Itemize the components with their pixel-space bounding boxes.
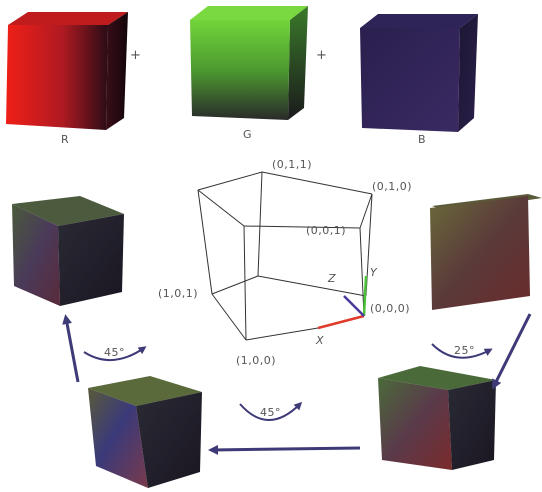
plus-sign-2: + [316,48,328,63]
rotation-bottom-label: 45° [260,406,281,419]
vertex-100-label: (1,0,0) [236,354,277,367]
axis-z-label: Z [328,272,337,285]
arrow-down-right [492,313,532,390]
flow-arrows [62,313,532,455]
z-axis-line [343,295,365,317]
cube-left-rotated [12,196,124,306]
rotation-arrows [83,343,493,421]
rotation-left-label: 45° [104,346,125,359]
label-g: G [243,128,253,141]
vertex-001-label: (0,0,1) [306,224,347,237]
y-axis-line [362,275,368,317]
arrow-left [208,444,361,455]
plus-sign-1: + [130,48,142,63]
green-cube [190,6,308,120]
label-b: B [418,133,427,146]
cube-right [430,194,542,310]
arrow-up [62,314,80,383]
cube-bottom-right [378,366,496,470]
rotation-arrow-bottom [239,401,303,421]
vertex-011-label: (0,1,1) [272,158,313,171]
x-axis-line [317,314,365,330]
axis-y-label: Y [370,266,378,279]
rotation-arrow-left [83,346,147,362]
vertex-101-label: (1,0,1) [158,287,199,300]
rotation-right-label: 25° [454,344,475,357]
rotation-arrow-right [431,343,493,359]
blue-cube [360,14,478,132]
wireframe-cube [197,171,373,341]
vertex-010-label: (0,1,0) [372,180,413,193]
axis-x-label: X [316,334,325,347]
cube-bottom-left [88,376,202,488]
label-r: R [61,133,70,146]
vertex-000-label: (0,0,0) [370,302,411,315]
red-cube [6,12,128,130]
